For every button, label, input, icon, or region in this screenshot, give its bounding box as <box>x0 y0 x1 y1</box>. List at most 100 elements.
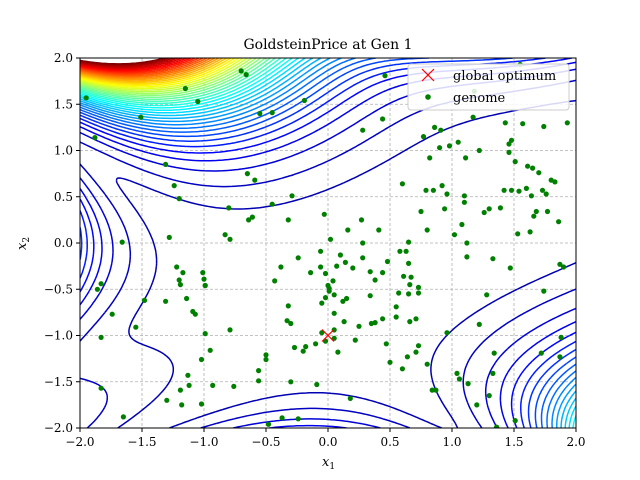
genome-point <box>380 316 386 322</box>
genome-point <box>507 265 513 271</box>
genome-point <box>424 361 430 367</box>
genome-point <box>163 298 169 304</box>
genome-point <box>393 314 399 320</box>
genome-point <box>491 350 497 356</box>
genome-point <box>541 123 547 130</box>
genome-point <box>407 319 413 325</box>
contour-line <box>80 58 271 100</box>
contour-line <box>80 58 179 68</box>
contour-line <box>80 58 204 75</box>
genome-point <box>523 185 530 191</box>
genome-point <box>269 110 275 116</box>
genome-point <box>476 321 482 327</box>
legend-label-optimum: global optimum <box>453 69 556 84</box>
genome-point <box>119 239 125 245</box>
genome-point <box>494 424 500 428</box>
genome-point <box>164 397 170 403</box>
genome-point <box>432 124 438 130</box>
genome-point <box>401 273 407 279</box>
genome-point <box>525 163 531 169</box>
genome-point <box>202 282 208 289</box>
genome-point <box>516 188 522 194</box>
genome-point <box>544 208 551 215</box>
contour-line <box>80 58 576 428</box>
genome-point <box>360 255 366 261</box>
genome-point <box>561 264 567 270</box>
genome-point <box>345 227 351 233</box>
x-tick-label: −1.0 <box>189 435 218 449</box>
genome-point <box>438 127 444 133</box>
y-tick-label: 0.0 <box>54 236 73 250</box>
contour-line <box>80 58 220 81</box>
contour-line <box>80 58 192 72</box>
genome-point <box>184 295 190 302</box>
genome-point <box>372 320 378 326</box>
x-tick-label: 0.0 <box>318 435 337 449</box>
genome-point <box>92 135 98 141</box>
genome-point <box>531 213 537 219</box>
genome-point <box>413 349 419 355</box>
genome-point <box>192 311 198 317</box>
optimum-stroke <box>321 329 335 342</box>
genome-point <box>463 155 469 161</box>
genome-point <box>486 393 492 399</box>
genome-point <box>335 349 341 355</box>
genome-point <box>326 288 332 294</box>
genome-point <box>512 159 518 165</box>
genome-point <box>528 193 535 199</box>
genome-point <box>109 311 115 317</box>
contour-line <box>80 58 576 428</box>
genome-point <box>252 177 258 183</box>
genome-point <box>207 347 213 353</box>
genome-point <box>527 229 533 235</box>
genome-point <box>318 264 324 270</box>
genome-point <box>313 341 319 347</box>
x-tick-label: 2.0 <box>566 435 585 449</box>
scatter-points <box>83 61 570 428</box>
genome-point <box>322 295 329 301</box>
genome-point <box>427 155 433 161</box>
contour-line <box>80 58 240 88</box>
genome-point <box>308 270 314 276</box>
genome-point <box>303 344 309 350</box>
genome-point <box>408 274 414 280</box>
genome-point <box>226 205 232 211</box>
genome-point <box>256 378 262 384</box>
contour-line <box>80 58 282 105</box>
genome-point <box>446 143 453 149</box>
legend: global optimum genome <box>407 63 570 111</box>
genome-point <box>98 281 104 287</box>
genome-point <box>464 240 470 246</box>
genome-point <box>476 147 482 154</box>
genome-point <box>456 376 462 382</box>
x-axis-label: x1 <box>322 455 335 472</box>
genome-point <box>455 139 461 145</box>
genome-point <box>289 193 295 199</box>
genome-point <box>327 236 334 242</box>
genome-point <box>138 114 144 120</box>
genome-point <box>352 337 358 343</box>
genome-point <box>256 368 262 374</box>
contour-line <box>80 58 183 70</box>
genome-point <box>331 292 337 298</box>
genome-point <box>512 418 518 424</box>
genome-point <box>98 385 104 391</box>
genome-point <box>465 381 471 387</box>
contour-line <box>80 58 208 77</box>
genome-point <box>321 211 327 217</box>
genome-point <box>246 217 252 223</box>
genome-point <box>461 199 467 205</box>
genome-point <box>502 120 508 126</box>
y-tick-label: 2.0 <box>54 51 73 65</box>
contour-line <box>80 58 224 82</box>
genome-point <box>171 183 177 189</box>
genome-point <box>539 187 546 193</box>
genome-point <box>399 366 405 372</box>
genome-point <box>174 264 180 270</box>
genome-point <box>429 387 435 393</box>
genome-point <box>198 356 205 363</box>
x-tick-label: −1.5 <box>127 435 156 449</box>
genome-point <box>176 196 182 202</box>
legend-genome-marker <box>425 94 431 100</box>
